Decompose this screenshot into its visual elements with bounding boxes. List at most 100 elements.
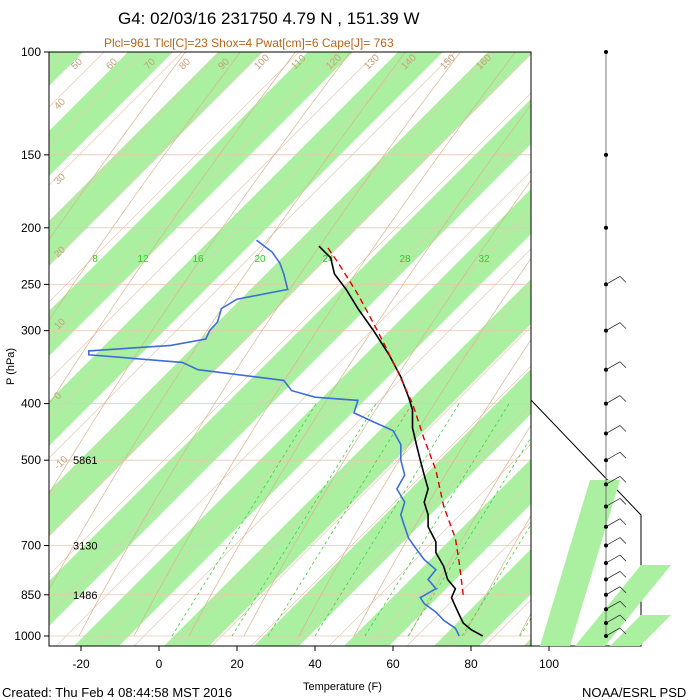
wind-barb	[605, 276, 621, 285]
x-tick-label: 20	[230, 657, 244, 671]
moist-band	[49, 52, 173, 176]
wind-barb	[605, 322, 621, 331]
moist-band	[344, 459, 531, 646]
wind-panel	[530, 50, 671, 647]
moist-band	[49, 52, 263, 266]
wind-station-dot	[604, 225, 608, 230]
wind-barb	[605, 451, 621, 461]
isotherm-line	[49, 131, 531, 615]
wind-barb-flag	[619, 554, 627, 562]
x-axis-label: Temperature (F)	[303, 681, 382, 693]
dry-adiabat-line	[133, 52, 516, 637]
isotherm-line	[406, 521, 531, 646]
wind-barb-flag	[619, 518, 627, 526]
isotherm-line	[250, 365, 531, 646]
isotherm-line	[289, 404, 531, 646]
height-label: 1486	[73, 590, 97, 602]
mixing-ratio-line	[364, 403, 510, 637]
dry-adiabat-line	[49, 52, 296, 406]
isobar-lines	[49, 52, 531, 637]
y-tick-label: 250	[21, 277, 41, 291]
wind-barb	[605, 614, 621, 624]
wind-station-dot	[604, 152, 608, 157]
y-tick-label: 300	[21, 324, 41, 338]
y-tick-label: 200	[21, 221, 41, 235]
moist-band	[164, 279, 531, 646]
isotherm-line	[328, 443, 531, 646]
wind-panel-band	[575, 565, 671, 646]
isotherm-line	[49, 52, 339, 342]
sounding-line-1	[318, 245, 484, 637]
wind-station-dot	[604, 50, 608, 54]
isotherm-line	[49, 52, 222, 225]
y-tick-label: 150	[21, 148, 41, 162]
height-label: 5861	[73, 455, 97, 467]
wind-barb	[605, 425, 621, 434]
moist-band	[650, 0, 700, 700]
isotherm-line	[49, 52, 300, 303]
mixing-ratio-label: 24	[322, 254, 334, 265]
height-labels: 5861 3130 1486	[73, 455, 97, 602]
isotherm-line	[49, 92, 531, 576]
x-tick-label: 0	[156, 657, 163, 671]
sounding-series	[88, 239, 484, 637]
wind-barb-flag	[619, 571, 627, 578]
dry-adiabat-line	[298, 257, 531, 637]
wind-barb	[605, 627, 621, 637]
mixing-ratio-line	[461, 523, 531, 637]
moist-band	[49, 52, 353, 356]
moist-band	[49, 52, 83, 86]
wind-panel-band	[540, 480, 620, 646]
dry-adiabat-line	[684, 52, 700, 636]
isotherm-line	[49, 52, 261, 264]
wind-barb-flag	[619, 451, 627, 459]
mixing-ratio-label: 20	[254, 254, 266, 265]
mixing-ratio-line	[314, 403, 460, 637]
isotherm-line	[211, 326, 531, 646]
wind-barb-flag	[619, 425, 627, 432]
dry-adiabat-line	[188, 104, 531, 637]
chart-title: G4: 02/03/16 231750 4.79 N , 151.39 W	[118, 9, 420, 28]
height-label: 3130	[73, 541, 97, 553]
isotherm-line	[445, 560, 531, 646]
sounding-line-3	[326, 245, 464, 595]
isotherm-line	[49, 53, 531, 537]
x-tick-label: 60	[386, 657, 400, 671]
x-tick-label: 80	[464, 657, 478, 671]
mixing-ratio-label: 28	[399, 254, 411, 265]
y-tick-label: 500	[21, 453, 41, 467]
wind-barb-flag	[619, 498, 627, 505]
plot-frame	[48, 51, 532, 647]
dry-adiabat-line	[243, 179, 531, 637]
y-tick-label: 1000	[14, 629, 41, 643]
temperature-axis: -20 0 20 40 60 80 100	[72, 646, 559, 671]
wind-barb-flag	[619, 322, 627, 329]
mixing-ratio-label: 16	[192, 254, 204, 265]
wind-barb	[605, 476, 621, 485]
mixing-ratio-line	[407, 436, 531, 637]
wind-barb-flag	[619, 627, 627, 635]
wind-barb-flag	[619, 276, 627, 283]
y-axis-label: P (hPa)	[5, 348, 17, 385]
y-tick-label: 400	[21, 397, 41, 411]
isotherm-line	[133, 248, 531, 646]
mixing-ratio-label: 12	[137, 254, 149, 265]
y-tick-label: 700	[21, 539, 41, 553]
isotherm-line	[49, 52, 495, 498]
moist-band	[434, 549, 531, 646]
wind-barb	[605, 586, 621, 596]
wind-barb-flag	[619, 614, 627, 622]
x-tick-label: 100	[539, 657, 559, 671]
wind-barb-flag	[619, 600, 627, 608]
mixing-ratio-line	[231, 403, 377, 637]
dry-adiabat-line	[463, 515, 531, 637]
mixing-ratio-label: 8	[92, 254, 98, 265]
wind-barb-flag	[619, 476, 627, 483]
wind-barb-flag	[619, 395, 627, 402]
dry-adiabat-line	[78, 52, 461, 637]
stability-indices: Plcl=961 Tlcl[C]=23 Shox=4 Pwat[cm]=6 Ca…	[104, 36, 394, 50]
moist-band	[49, 99, 531, 626]
